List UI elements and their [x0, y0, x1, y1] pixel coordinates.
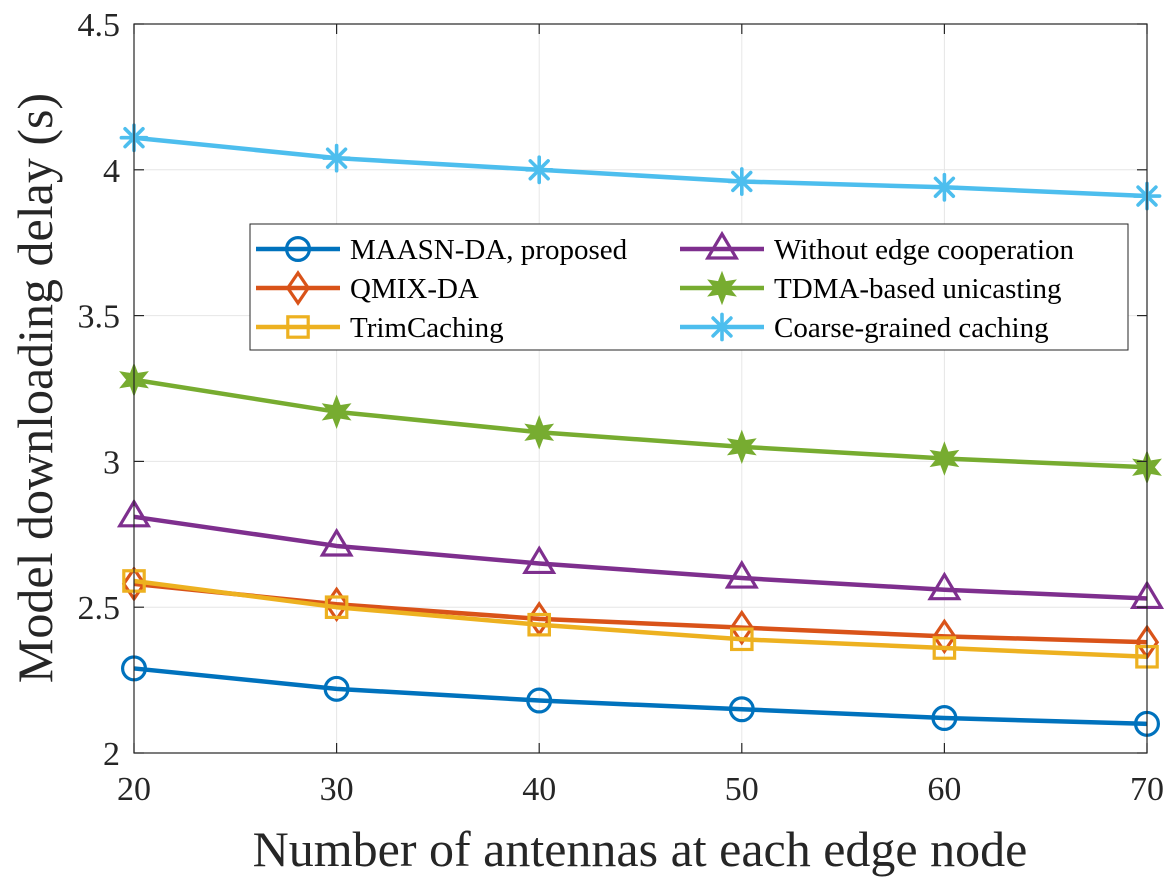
legend-items: MAASN-DA, proposed QMIX-DA TrimCaching With… — [256, 230, 1075, 344]
y-tick-label: 3 — [103, 444, 120, 481]
marker-circle — [526, 687, 553, 714]
legend-label: MAASN-DA, proposed — [350, 234, 628, 266]
marker-hexagram — [726, 429, 757, 465]
series-line — [133, 514, 1148, 601]
series-line — [133, 135, 1148, 199]
marker-asterisk — [707, 312, 737, 342]
series-coarse-grained-caching — [119, 123, 1162, 211]
tick-labels: 20 30 40 50 60 70 2 2.5 3 3.5 4 4.5 — [78, 7, 1165, 808]
series-maasn-da-proposed — [120, 655, 1160, 737]
marker-hexagram — [707, 270, 737, 306]
series-trimcaching — [122, 569, 1159, 669]
marker-square — [932, 636, 957, 660]
marker-asterisk — [929, 172, 959, 202]
legend-item: TDMA-based unicasting — [680, 270, 1062, 306]
marker-hexagram — [524, 415, 555, 450]
x-tick-label: 20 — [117, 771, 151, 808]
series-without-edge-cooperation — [116, 498, 1165, 610]
plot-area — [134, 24, 1147, 753]
x-axis-title: Number of antennas at each edge node — [253, 821, 1028, 877]
marker-square — [286, 315, 310, 339]
marker-circle — [931, 705, 958, 732]
y-axis-title: Model downloading delay (s) — [7, 93, 63, 683]
series-line — [133, 377, 1148, 470]
marker-circle — [728, 696, 755, 723]
marker-square — [527, 612, 551, 637]
marker-asterisk-stroke — [325, 147, 348, 169]
x-tick-label: 60 — [927, 771, 961, 808]
marker-asterisk-stroke — [731, 170, 753, 193]
marker-asterisk — [727, 167, 757, 196]
y-tick-label: 2.5 — [78, 590, 121, 627]
marker-asterisk-stroke — [933, 176, 956, 199]
plot-frame — [133, 23, 1148, 754]
series-line — [133, 666, 1148, 727]
marker-diamond — [729, 609, 754, 646]
marker-square — [324, 595, 349, 619]
x-tick-label: 30 — [320, 771, 354, 808]
marker-diamond — [932, 618, 957, 655]
marker-triangle — [522, 545, 557, 575]
legend-item: QMIX-DA — [256, 270, 479, 306]
y-tick-label: 4.5 — [78, 7, 121, 44]
series-layer — [116, 123, 1165, 737]
marker-triangle — [724, 559, 759, 589]
y-tick-label: 3.5 — [78, 299, 121, 336]
marker-circle — [323, 675, 350, 702]
legend-label: Coarse-grained caching — [774, 312, 1049, 344]
marker-asterisk-stroke — [711, 316, 733, 338]
legend: MAASN-DA, proposed QMIX-DA TrimCaching With… — [249, 223, 1129, 351]
marker-triangle — [927, 571, 962, 601]
legend-item: Without edge cooperation — [680, 230, 1075, 266]
x-tick-label: 40 — [522, 771, 556, 808]
legend-label: QMIX-DA — [350, 273, 479, 305]
marker-diamond — [285, 270, 311, 306]
marker-asterisk — [524, 155, 554, 185]
marker-asterisk-stroke — [528, 159, 550, 181]
legend-label: Without edge cooperation — [774, 234, 1075, 266]
marker-hexagram — [929, 441, 960, 476]
x-tick-label: 50 — [725, 771, 759, 808]
marker-triangle — [319, 527, 354, 557]
marker-hexagram — [321, 394, 352, 430]
marker-triangle — [704, 230, 740, 260]
legend-item: MAASN-DA, proposed — [256, 234, 628, 266]
legend-label: TDMA-based unicasting — [774, 273, 1062, 305]
marker-diamond — [324, 586, 349, 623]
legend-label: TrimCaching — [350, 312, 504, 344]
y-tick-label: 4 — [103, 153, 120, 190]
legend-item: Coarse-grained caching — [680, 312, 1049, 344]
ticks — [133, 23, 1148, 754]
series-line — [133, 578, 1148, 660]
y-tick-label: 2 — [103, 736, 120, 773]
x-tick-label: 70 — [1130, 771, 1164, 808]
marker-square — [729, 627, 754, 652]
marker-asterisk — [322, 143, 352, 173]
legend-item: TrimCaching — [256, 312, 504, 344]
marker-circle — [285, 236, 312, 263]
